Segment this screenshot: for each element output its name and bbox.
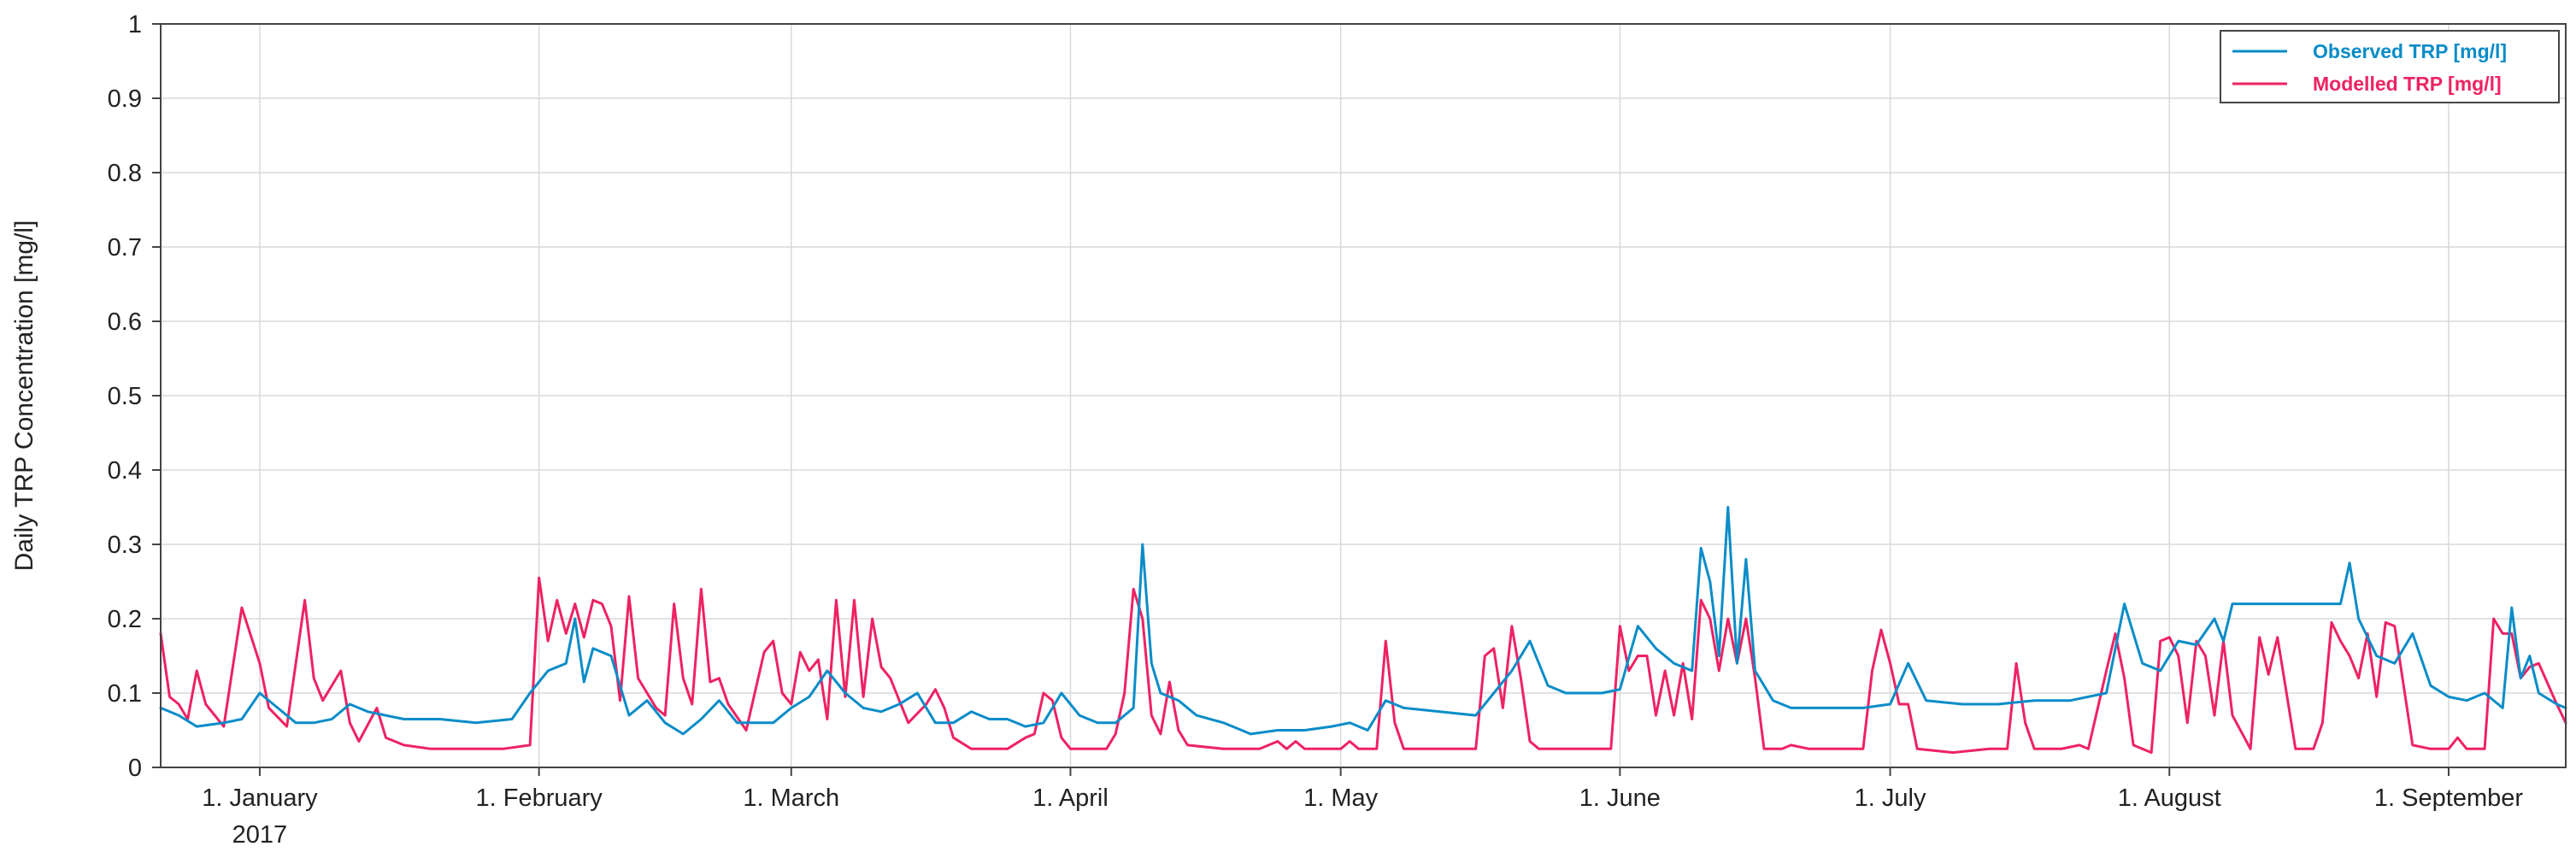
x-tick-sublabel: 2017	[232, 821, 288, 849]
series-line-observed	[159, 506, 2567, 736]
y-tick-label: 1	[128, 11, 142, 38]
legend-label-observed: Observed TRP [mg/l]	[2313, 40, 2507, 62]
y-tick-label: 0.7	[108, 234, 142, 262]
y-tick-label: 0.4	[108, 457, 142, 485]
x-tick-label: 1. March	[743, 785, 839, 812]
x-tick-label: 1. May	[1303, 785, 1379, 812]
y-tick-label: 0.8	[108, 160, 142, 187]
series-line-modelled	[159, 576, 2567, 755]
y-tick-label: 0	[128, 755, 142, 782]
plot-frame	[160, 23, 2567, 768]
x-tick-label: 1. June	[1579, 785, 1661, 812]
x-tick-label: 1. April	[1032, 785, 1109, 812]
series-layer	[159, 506, 2567, 755]
y-tick-label: 0.2	[108, 606, 142, 633]
y-axis: 0 0.1 0.2 0.3 0.4 0.5 0.6 0.7 0.8 0.9 1	[108, 11, 161, 782]
x-tick-label: 1. January	[202, 785, 318, 812]
y-tick-label: 0.3	[108, 532, 142, 559]
y-tick-label: 0.6	[108, 309, 142, 336]
y-tick-label: 0.1	[108, 680, 142, 708]
legend: Observed TRP [mg/l] Modelled TRP [mg/l]	[2220, 30, 2560, 103]
y-tick-label: 0.9	[108, 85, 142, 113]
x-tick-label: 1. July	[1855, 785, 1926, 812]
y-axis-title: Daily TRP Concentration [mg/l]	[10, 220, 38, 572]
x-tick-label: 1. February	[476, 785, 603, 812]
legend-box	[2220, 30, 2560, 103]
x-tick-label: 1. August	[2118, 785, 2221, 812]
x-axis: 1. January 2017 1. February 1. March 1. Apri…	[202, 767, 2523, 849]
y-tick-label: 0.5	[108, 383, 142, 410]
x-tick-label: 1. September	[2374, 785, 2523, 812]
legend-label-modelled: Modelled TRP [mg/l]	[2313, 73, 2502, 95]
